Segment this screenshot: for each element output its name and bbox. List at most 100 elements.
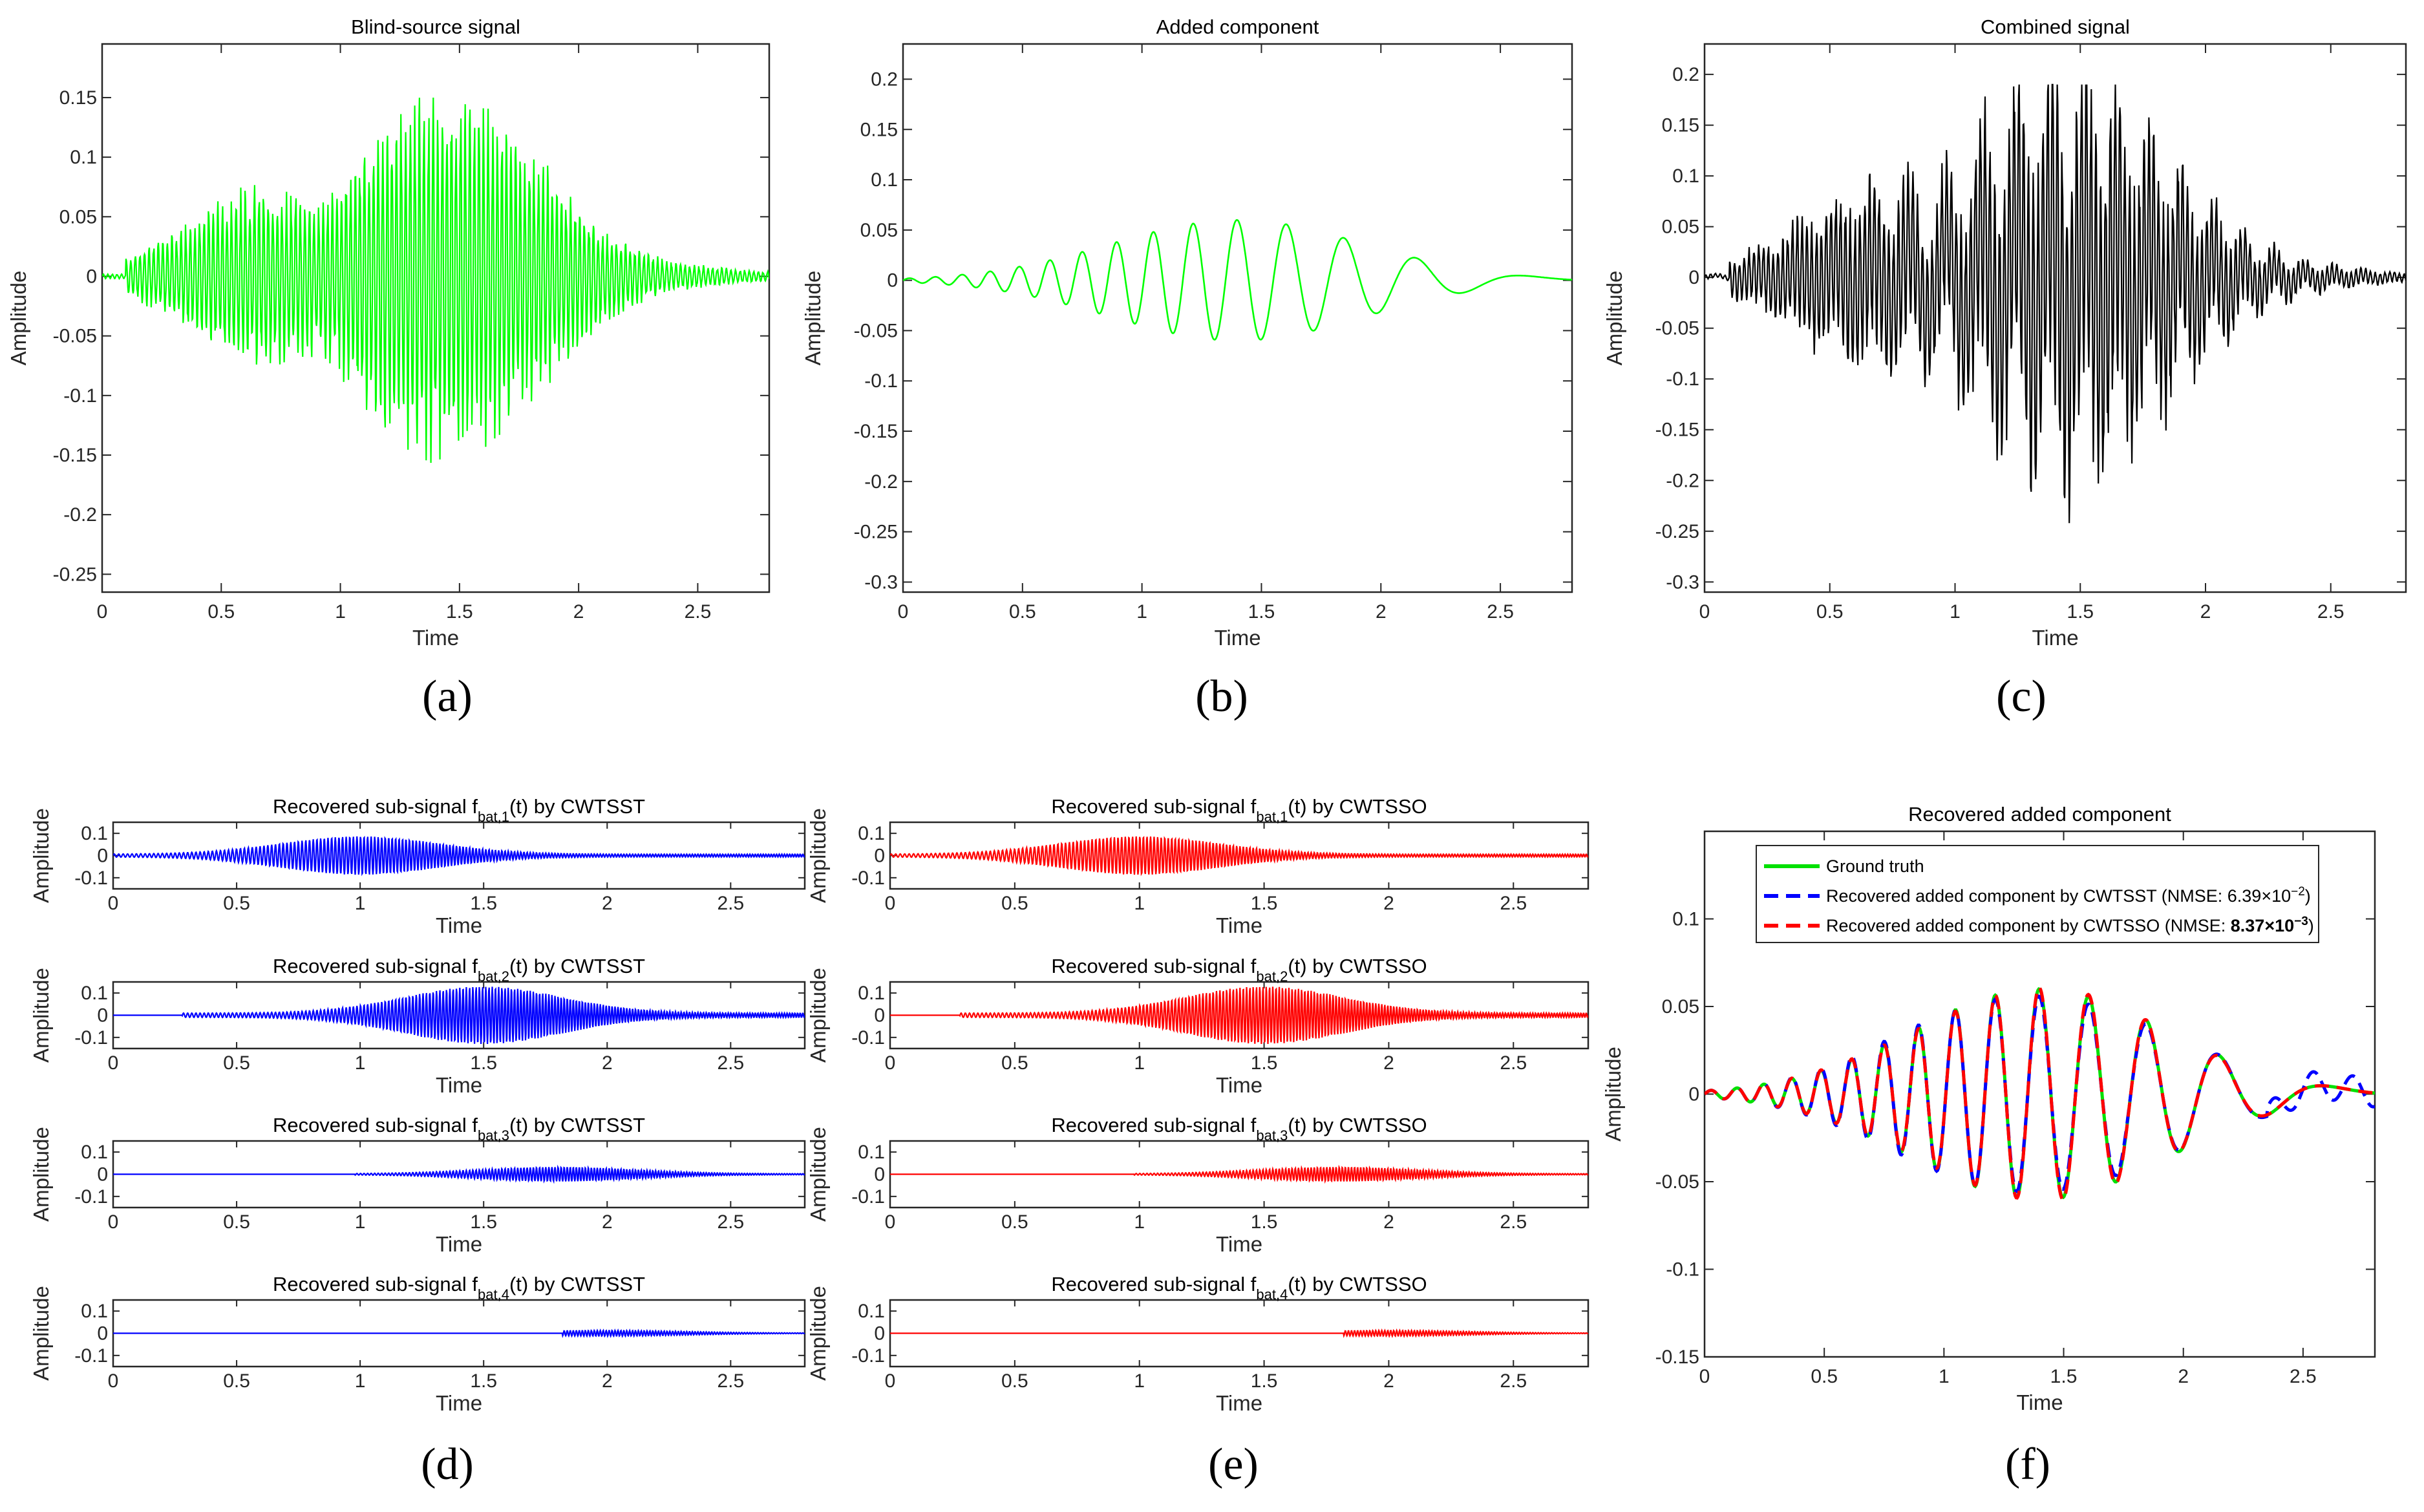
- chart-a: 0 0.5 1 1.5 2 2.5 -0.25 -0.2 -0.15 -0.1 -0.05 0 0.05…: [6, 16, 771, 650]
- legend-entry: Ground truth: [1826, 857, 1924, 876]
- x-tick-label: 0.5: [1001, 1211, 1028, 1233]
- panel-label-f: (f): [2005, 1440, 2050, 1489]
- y-tick-label: -0.15: [854, 421, 898, 442]
- y-tick-label: 0.15: [59, 87, 97, 109]
- legend: Ground truth Recovered added component by…: [1756, 845, 2319, 943]
- y-axis-label: Amplitude: [29, 808, 53, 903]
- x-tick-label: 1.5: [470, 1211, 497, 1233]
- x-axis-label: Time: [2016, 1390, 2063, 1414]
- signal-line: [113, 986, 805, 1045]
- signal-line: [1705, 83, 2406, 524]
- y-tick-label: -0.05: [53, 326, 97, 347]
- y-tick-label: -0.05: [854, 320, 898, 341]
- series-group: [1705, 83, 2406, 524]
- y-tick-label: -0.1: [1666, 368, 1699, 390]
- y-tick-label: -0.2: [864, 471, 898, 493]
- x-tick-label: 0.5: [223, 1211, 250, 1233]
- x-axis-label: Time: [1216, 1391, 1262, 1415]
- y-tick-label: 0.1: [70, 147, 97, 168]
- x-tick-label: 2: [1383, 1211, 1394, 1233]
- x-tick-label: 1: [355, 1370, 366, 1392]
- y-tick-label: 0.1: [1672, 909, 1699, 930]
- x-tick-label: 0: [108, 1370, 119, 1392]
- x-tick-label: 2: [573, 601, 584, 623]
- x-axis-label: Time: [1214, 626, 1260, 650]
- y-tick-label: 0.1: [858, 1142, 885, 1163]
- x-tick-label: 2: [2178, 1366, 2189, 1387]
- chart-title: Recovered sub-signal fbat,1(t) by CWTSSO: [1051, 795, 1427, 825]
- y-tick-label: -0.05: [1655, 1171, 1699, 1193]
- x-tick-label: 2: [1383, 1052, 1394, 1074]
- x-tick-label: 2.5: [685, 601, 712, 623]
- y-tick-label: -0.1: [74, 868, 108, 889]
- x-tick-label: 1.5: [470, 1370, 497, 1392]
- x-tick-label: 0: [108, 893, 119, 914]
- y-tick-label: -0.1: [74, 1186, 108, 1208]
- y-tick-label: -0.05: [1655, 318, 1699, 339]
- y-tick-label: 0.05: [59, 206, 97, 228]
- chart-title: Recovered added component: [1908, 803, 2171, 825]
- panel-label-c: (c): [1996, 672, 2047, 721]
- x-tick-label: 1: [1939, 1366, 1950, 1387]
- signal-line: [113, 835, 805, 877]
- y-tick-label: 0: [97, 1323, 108, 1345]
- plot-frame: [902, 43, 1573, 593]
- x-tick-label: 0.5: [223, 1052, 250, 1074]
- x-tick-label: 1: [1134, 893, 1145, 914]
- chart-title: Combined signal: [1981, 16, 2130, 38]
- y-tick-label: 0: [874, 1005, 885, 1027]
- x-tick-label: 0: [1699, 601, 1710, 623]
- y-axis-label: Amplitude: [806, 1286, 830, 1381]
- x-axis-label: Time: [2032, 626, 2078, 650]
- y-tick-label: 0.2: [1672, 64, 1699, 85]
- x-tick-label: 0: [97, 601, 108, 623]
- x-axis-label: Time: [436, 913, 482, 937]
- x-tick-label: 2.5: [1500, 1052, 1527, 1074]
- y-tick-label: -0.15: [1655, 420, 1699, 441]
- panel-label-a: (a): [422, 672, 473, 721]
- y-axis-label: Amplitude: [6, 271, 30, 366]
- x-tick-label: 1: [355, 1052, 366, 1074]
- signal-line: [903, 218, 1572, 341]
- y-axis-label: Amplitude: [806, 1127, 830, 1222]
- y-tick-label: 0: [1688, 1084, 1699, 1105]
- x-tick-label: 0.5: [1811, 1366, 1838, 1387]
- series-group: [890, 836, 1588, 877]
- legend-entry: Recovered added component by CWTSSO (NMS…: [1826, 915, 2314, 936]
- y-tick-label: 0.1: [858, 823, 885, 844]
- y-tick-label: 0.05: [1662, 217, 1699, 238]
- x-tick-label: 1: [1134, 1052, 1145, 1074]
- y-tick-label: -0.2: [63, 504, 97, 526]
- x-tick-label: 2.5: [717, 1211, 744, 1233]
- x-tick-label: 2: [1383, 1370, 1394, 1392]
- y-tick-label: 0.05: [860, 220, 898, 241]
- x-tick-label: 2.5: [1487, 601, 1514, 623]
- chart-title: Recovered sub-signal fbat,3(t) by CWTSST: [273, 1114, 645, 1144]
- x-tick-label: 1: [335, 601, 346, 623]
- y-tick-label: -0.25: [1655, 521, 1699, 542]
- x-tick-label: 2.5: [717, 1052, 744, 1074]
- series-group: [102, 97, 769, 463]
- y-tick-label: 0.1: [81, 1142, 108, 1163]
- x-axis-label: Time: [1216, 1073, 1262, 1097]
- y-tick-label: -0.1: [851, 1027, 885, 1049]
- panel-label-e: (e): [1208, 1440, 1259, 1489]
- chart-title: Recovered sub-signal fbat,1(t) by CWTSST: [273, 795, 645, 825]
- y-tick-label: -0.1: [851, 1345, 885, 1367]
- y-tick-label: -0.3: [1666, 571, 1699, 593]
- y-tick-label: 0: [97, 1164, 108, 1186]
- x-axis-label: Time: [436, 1073, 482, 1097]
- chart-title: Blind-source signal: [351, 16, 520, 38]
- y-tick-label: 0.15: [1662, 115, 1699, 136]
- series-group: [890, 1164, 1588, 1184]
- x-axis-label: Time: [436, 1232, 482, 1256]
- y-axis-label: Amplitude: [29, 968, 53, 1063]
- x-tick-label: 1: [1134, 1370, 1145, 1392]
- x-tick-label: 0: [885, 1211, 896, 1233]
- x-tick-label: 2.5: [2290, 1366, 2317, 1387]
- x-tick-label: 0.5: [1009, 601, 1036, 623]
- x-tick-label: 2.5: [717, 893, 744, 914]
- x-tick-label: 2: [1383, 893, 1394, 914]
